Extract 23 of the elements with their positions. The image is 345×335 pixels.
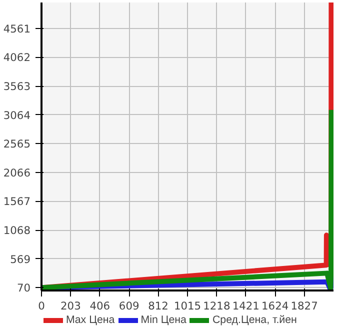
x-tick-label: 406	[90, 300, 110, 312]
x-tick-label: 609	[118, 300, 140, 312]
y-tick-label: 4062	[3, 51, 31, 64]
y-tick-label: 4561	[3, 22, 31, 36]
x-tick-label: 1624	[262, 300, 289, 312]
y-tick-label: 3064	[3, 108, 31, 122]
legend-label: Max Цена	[66, 314, 115, 326]
y-tick-label: 1068	[3, 224, 31, 238]
y-tick-label: 2565	[3, 138, 31, 151]
x-tick-label: 203	[60, 300, 81, 312]
x-tick-label: 1015	[174, 300, 202, 312]
y-tick-label: 3563	[3, 80, 31, 94]
x-tick-label: 812	[148, 300, 168, 312]
y-tick-label: 2066	[3, 166, 31, 180]
y-tick-label: 569	[10, 252, 31, 266]
x-tick-label: 1218	[203, 300, 230, 312]
x-tick-label: 0	[38, 300, 46, 312]
y-tick-label: 1567	[3, 195, 31, 208]
legend-label: Min Цена	[140, 314, 186, 326]
x-tick-label: 1827	[290, 300, 318, 312]
y-tick-label: 70	[16, 282, 31, 295]
x-tick-label: 1421	[232, 300, 260, 312]
legend-label: Сред.Цена, т.йен	[212, 314, 297, 326]
